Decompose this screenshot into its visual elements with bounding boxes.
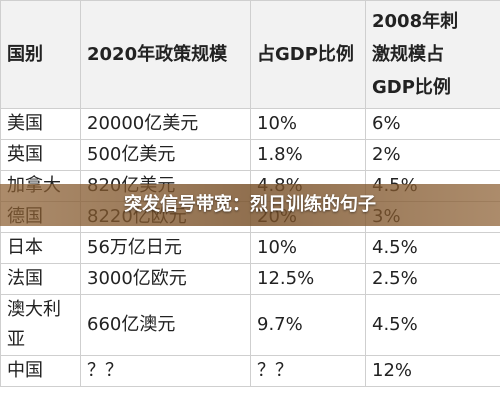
table-cell: 9.7% [250, 294, 366, 356]
table-cell: 日本 [0, 232, 81, 264]
table-cell: 10% [250, 108, 366, 140]
table-row: 澳大利亚 660亿澳元 9.7% 4.5% [0, 294, 500, 356]
table-cell: 中国 [0, 355, 81, 387]
table-cell: 1.8% [250, 139, 366, 171]
table-cell: 2% [365, 139, 500, 171]
header-cell: 2020年政策规模 [80, 0, 251, 109]
table-cell: 法国 [0, 263, 81, 295]
table-cell: 12% [365, 355, 500, 387]
header-cell: 占GDP比例 [250, 0, 366, 109]
table-cell: 20000亿美元 [80, 108, 251, 140]
table-cell: 英国 [0, 139, 81, 171]
table-cell: 2.5% [365, 263, 500, 295]
header-cell: 国别 [0, 0, 81, 109]
table-row: 英国 500亿美元 1.8% 2% [0, 139, 500, 171]
table-row: 中国？？？？ 12% [0, 355, 500, 387]
table-cell: 660亿澳元 [80, 294, 251, 356]
table-row: 法国 3000亿欧元 12.5% 2.5% [0, 263, 500, 295]
table-cell: ？？ [250, 355, 366, 387]
table-cell: 3000亿欧元 [80, 263, 251, 295]
table-row: 美国 20000亿美元 10% 6% [0, 108, 500, 140]
table-row: 日本 56万亿日元 10% 4.5% [0, 232, 500, 264]
header-cell: 2008年刺激规模占GDP比例 [365, 0, 500, 109]
table-cell: 美国 [0, 108, 81, 140]
table-cell: 10% [250, 232, 366, 264]
header-row: 国别 2020年政策规模 占GDP比例 2008年刺激规模占GDP比例 [0, 0, 500, 109]
table-cell: ？？ [80, 355, 251, 387]
banner: 突发信号带宽：烈日训练的句子 [0, 184, 500, 226]
table-cell: 500亿美元 [80, 139, 251, 171]
table-cell: 澳大利亚 [0, 294, 81, 356]
table-cell: 4.5% [365, 294, 500, 356]
table-cell: 6% [365, 108, 500, 140]
table-cell: 56万亿日元 [80, 232, 251, 264]
table-cell: 12.5% [250, 263, 366, 295]
table-cell: 4.5% [365, 232, 500, 264]
